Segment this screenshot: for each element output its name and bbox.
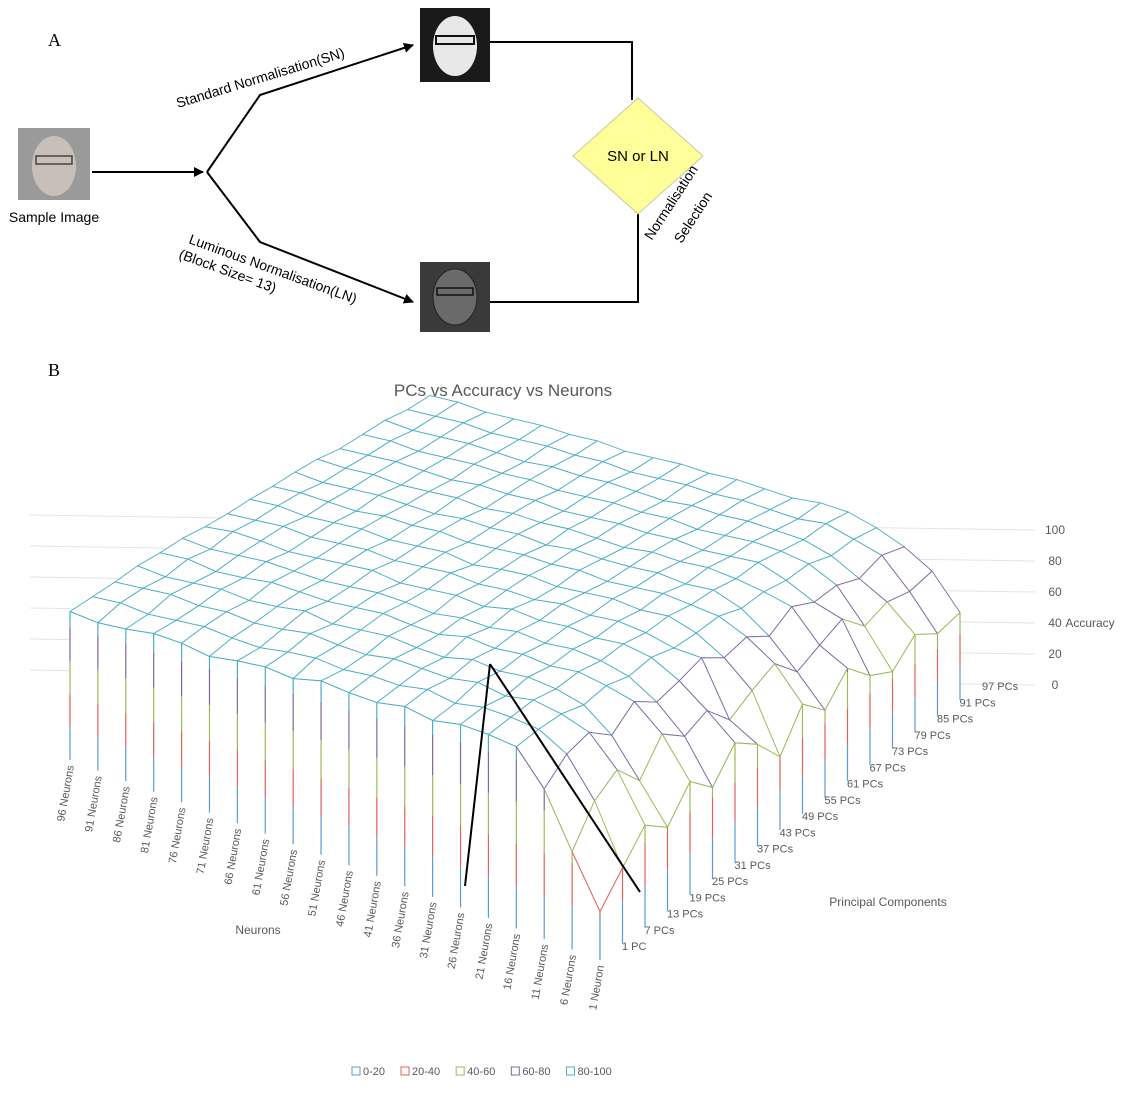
x-tick-label: 6 Neurons — [558, 953, 579, 1006]
legend: 0-20 20-40 40-60 60-80 80-100 — [352, 1066, 612, 1078]
connector — [490, 42, 632, 100]
y-tick-label: 79 PCs — [915, 730, 952, 742]
x-tick-label: 56 Neurons — [278, 848, 300, 907]
legend-label: 40-60 — [467, 1066, 495, 1078]
z-tick-label: 60 — [1048, 585, 1062, 599]
y-tick-label: 13 PCs — [667, 909, 704, 921]
y-tick-label: 25 PCs — [712, 876, 749, 888]
panel-label: B — [48, 360, 60, 380]
y-tick-label: 49 PCs — [802, 811, 839, 823]
sample-label: Sample Image — [9, 209, 99, 225]
connector — [490, 214, 638, 302]
figure: A Sample Image Standard Normalisation(SN… — [0, 0, 1125, 1111]
sample-image — [18, 128, 90, 200]
legend-label: 0-20 — [363, 1066, 385, 1078]
x-tick-label: 91 Neurons — [83, 774, 105, 833]
sn-image — [420, 8, 490, 82]
x-tick-label: 76 Neurons — [167, 806, 189, 865]
x-tick-label: 26 Neurons — [446, 911, 468, 970]
y-tick-label: 55 PCs — [825, 795, 862, 807]
y-tick-label: 61 PCs — [847, 779, 884, 791]
decision-label: SN or LN — [607, 148, 669, 165]
x-tick-label: 36 Neurons — [390, 890, 412, 949]
x-tick-label: 1 Neuron — [587, 964, 607, 1011]
legend-label: 80-100 — [577, 1066, 611, 1078]
x-tick-label: 66 Neurons — [223, 827, 245, 886]
z-tick-label: 20 — [1048, 647, 1062, 661]
z-tick-label: 80 — [1048, 554, 1062, 568]
branch-label: Standard Normalisation(SN) — [174, 44, 346, 110]
y-tick-label: 43 PCs — [780, 827, 817, 839]
y-tick-label: 73 PCs — [892, 746, 929, 758]
x-tick-label: 16 Neurons — [502, 932, 524, 991]
x-tick-label: 31 Neurons — [418, 901, 440, 960]
x-tick-label: 51 Neurons — [306, 859, 328, 918]
x-tick-label: 46 Neurons — [334, 869, 356, 928]
legend-label: 60-80 — [522, 1066, 550, 1078]
x-tick-label: 86 Neurons — [111, 785, 133, 844]
x-tick-label: 96 Neurons — [55, 764, 77, 823]
legend-swatch — [511, 1067, 519, 1075]
z-tick-label: 100 — [1045, 523, 1065, 537]
y-tick-label: 31 PCs — [735, 860, 772, 872]
y-axis-label: Principal Components — [829, 895, 946, 909]
legend-swatch — [401, 1067, 409, 1075]
ln-image — [420, 262, 490, 332]
legend-swatch — [352, 1067, 360, 1075]
panel-label: A — [48, 30, 61, 50]
x-tick-label: 41 Neurons — [362, 880, 384, 939]
x-axis-label: Neurons — [235, 923, 280, 937]
legend-swatch — [456, 1067, 464, 1075]
z-tick-label: 40 — [1048, 616, 1062, 630]
y-tick-label: 37 PCs — [757, 844, 794, 856]
y-tick-label: 85 PCs — [937, 714, 974, 726]
x-tick-label: 21 Neurons — [474, 922, 496, 981]
y-tick-label: 67 PCs — [870, 762, 907, 774]
z-axis-label: Accuracy — [1065, 616, 1114, 630]
x-tick-label: 61 Neurons — [251, 838, 273, 897]
legend-swatch — [566, 1067, 574, 1075]
x-tick-label: 81 Neurons — [139, 796, 161, 855]
y-tick-label: 91 PCs — [960, 697, 997, 709]
legend-label: 20-40 — [412, 1066, 440, 1078]
y-tick-label: 1 PC — [622, 941, 647, 953]
y-tick-label: 19 PCs — [690, 892, 727, 904]
panel-a: A Sample Image Standard Normalisation(SN… — [9, 8, 715, 332]
x-tick-label: 71 Neurons — [195, 817, 217, 876]
y-tick-label: 97 PCs — [982, 681, 1019, 693]
z-tick-label: 0 — [1052, 678, 1059, 692]
x-tick-label: 11 Neurons — [530, 943, 552, 1001]
y-tick-label: 7 PCs — [645, 925, 675, 937]
